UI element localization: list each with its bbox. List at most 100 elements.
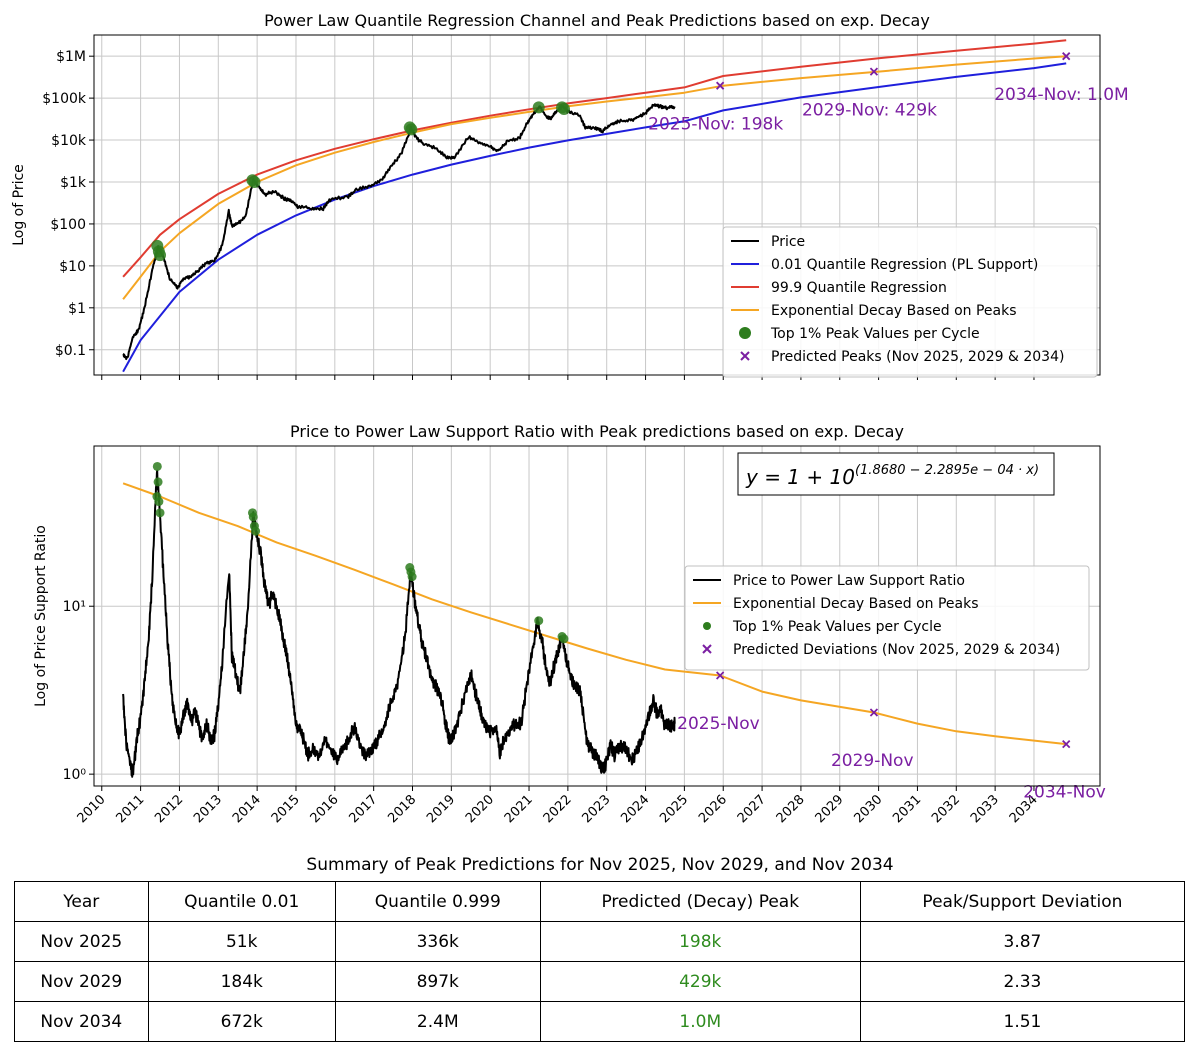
peak-point <box>152 461 162 471</box>
y-tick-label: $10 <box>59 259 86 275</box>
x-tick-label: 2024 <box>618 792 652 826</box>
x-tick-label: 2018 <box>385 792 419 826</box>
legend-label: 99.9 Quantile Regression <box>771 280 947 296</box>
table-cell: Nov 2034 <box>14 1001 149 1042</box>
peak-annotation: 2029-Nov: 429k <box>802 101 937 121</box>
predicted-peak-marker <box>715 81 725 90</box>
x-tick-label: 2027 <box>735 792 769 826</box>
peak-annotation: 2025-Nov: 198k <box>648 115 783 135</box>
chart-title: Price to Power Law Support Ratio with Pe… <box>290 422 904 441</box>
table-header-cell: Quantile 0.999 <box>334 881 541 922</box>
peak-annotation: 2025-Nov <box>677 714 760 734</box>
legend-label: 0.01 Quantile Regression (PL Support) <box>771 257 1038 273</box>
table-header-cell: Peak/Support Deviation <box>859 881 1186 922</box>
plot-frame <box>93 445 1101 787</box>
table-row: Nov 2034 672k 2.4M 1.0M 1.51 <box>14 1001 1186 1042</box>
table-cell: 897k <box>334 961 541 1002</box>
predicted-peak-marker <box>715 671 725 680</box>
x-tick-label: 2015 <box>269 792 303 826</box>
x-tick-label: 2011 <box>113 792 147 826</box>
peak-point <box>534 616 544 626</box>
legend-box <box>684 565 1090 671</box>
x-tick-label: 2013 <box>191 792 225 826</box>
predicted-peak-marker <box>1062 739 1071 749</box>
y-tick-label: $100 <box>50 217 86 233</box>
legend-swatch-dot <box>739 327 751 339</box>
x-marker-stroke <box>869 67 879 76</box>
y-tick-label: $0.1 <box>55 343 86 359</box>
table-cell: 336k <box>334 921 541 962</box>
table-header-row: Year Quantile 0.01 Quantile 0.999 Predic… <box>14 881 1186 922</box>
x-tick-label: 2031 <box>890 792 924 826</box>
x-marker-stroke <box>1062 739 1071 749</box>
predicted-peak-marker <box>1062 52 1071 61</box>
x-tick-label: 2028 <box>774 792 808 826</box>
x-tick-label: 2025 <box>657 792 691 826</box>
series-line-exponential-decay-based-on-peaks <box>122 55 1067 300</box>
peak-point <box>154 249 167 262</box>
legend-label: Top 1% Peak Values per Cycle <box>732 619 942 635</box>
table-cell: 672k <box>147 1001 336 1042</box>
peak-annotation: 2034-Nov: 1.0M <box>994 85 1128 105</box>
peak-point <box>248 512 258 522</box>
formula-box <box>737 452 1055 496</box>
legend-label: Price to Power Law Support Ratio <box>733 573 965 589</box>
peak-annotation: 2029-Nov <box>831 751 914 771</box>
table-header-cell: Year <box>14 881 149 922</box>
y-tick-label: $1M <box>56 49 86 65</box>
summary-table-title: Summary of Peak Predictions for Nov 2025… <box>306 855 894 875</box>
table-cell: 2.33 <box>859 961 1186 1002</box>
series-line-99-9-quantile-regression <box>122 39 1067 278</box>
table-cell: 429k <box>539 961 861 1002</box>
y-tick-label: $1 <box>68 301 86 317</box>
table-cell: 51k <box>147 921 336 962</box>
y-tick-label: 10⁰ <box>63 767 87 783</box>
peak-point <box>407 572 417 582</box>
y-axis-label: Log of Price Support Ratio <box>33 525 49 707</box>
peak-point <box>557 103 570 116</box>
x-tick-label: 2019 <box>424 792 458 826</box>
x-tick-label: 2030 <box>851 792 885 826</box>
x-tick-label: 2026 <box>696 792 730 826</box>
x-marker-stroke <box>715 671 725 680</box>
x-marker-stroke <box>1062 52 1071 61</box>
predicted-peak-marker <box>869 67 879 76</box>
legend-box <box>722 226 1098 378</box>
table-header-cell: Predicted (Decay) Peak <box>539 881 861 922</box>
x-tick-label: 2016 <box>308 792 342 826</box>
peak-point <box>248 175 261 188</box>
peak-point <box>405 123 418 136</box>
table-header-cell: Quantile 0.01 <box>147 881 336 922</box>
y-tick-label: $100k <box>42 91 87 107</box>
peak-point <box>155 508 165 518</box>
peak-point <box>532 101 545 114</box>
peak-point <box>153 477 163 487</box>
x-tick-label: 2017 <box>346 792 380 826</box>
x-marker-stroke <box>715 81 725 90</box>
table-cell: 1.51 <box>859 1001 1186 1042</box>
chart-title: Power Law Quantile Regression Channel an… <box>264 11 930 30</box>
legend-swatch-dot <box>703 622 711 630</box>
series-line-0-01-quantile-regression-pl-support- <box>122 62 1067 373</box>
predicted-peak-marker <box>869 708 879 717</box>
peak-point <box>251 526 261 536</box>
series-line-price-to-power-law-support-ratio <box>122 469 676 778</box>
peak-point <box>559 634 569 644</box>
table-row: Nov 2025 51k 336k 198k 3.87 <box>14 921 1186 962</box>
formula-text: y = 1 + 10(1.8680 − 2.2895e − 04 · x) <box>745 463 1039 489</box>
x-tick-label: 2033 <box>968 792 1002 826</box>
table-cell: 3.87 <box>859 921 1186 962</box>
x-tick-label: 2014 <box>230 792 264 826</box>
x-tick-label: 2010 <box>75 792 109 826</box>
y-tick-label: 10¹ <box>63 599 86 615</box>
table-cell: Nov 2025 <box>14 921 149 962</box>
series-line-exponential-decay-based-on-peaks <box>122 482 1067 746</box>
x-tick-label: 2023 <box>580 792 614 826</box>
series-group <box>122 469 1067 778</box>
series-group <box>122 39 1067 373</box>
x-tick-label: 2012 <box>152 792 186 826</box>
x-tick-label: 2022 <box>541 792 575 826</box>
peak-point <box>154 497 164 507</box>
summary-table: Year Quantile 0.01 Quantile 0.999 Predic… <box>14 881 1186 1042</box>
